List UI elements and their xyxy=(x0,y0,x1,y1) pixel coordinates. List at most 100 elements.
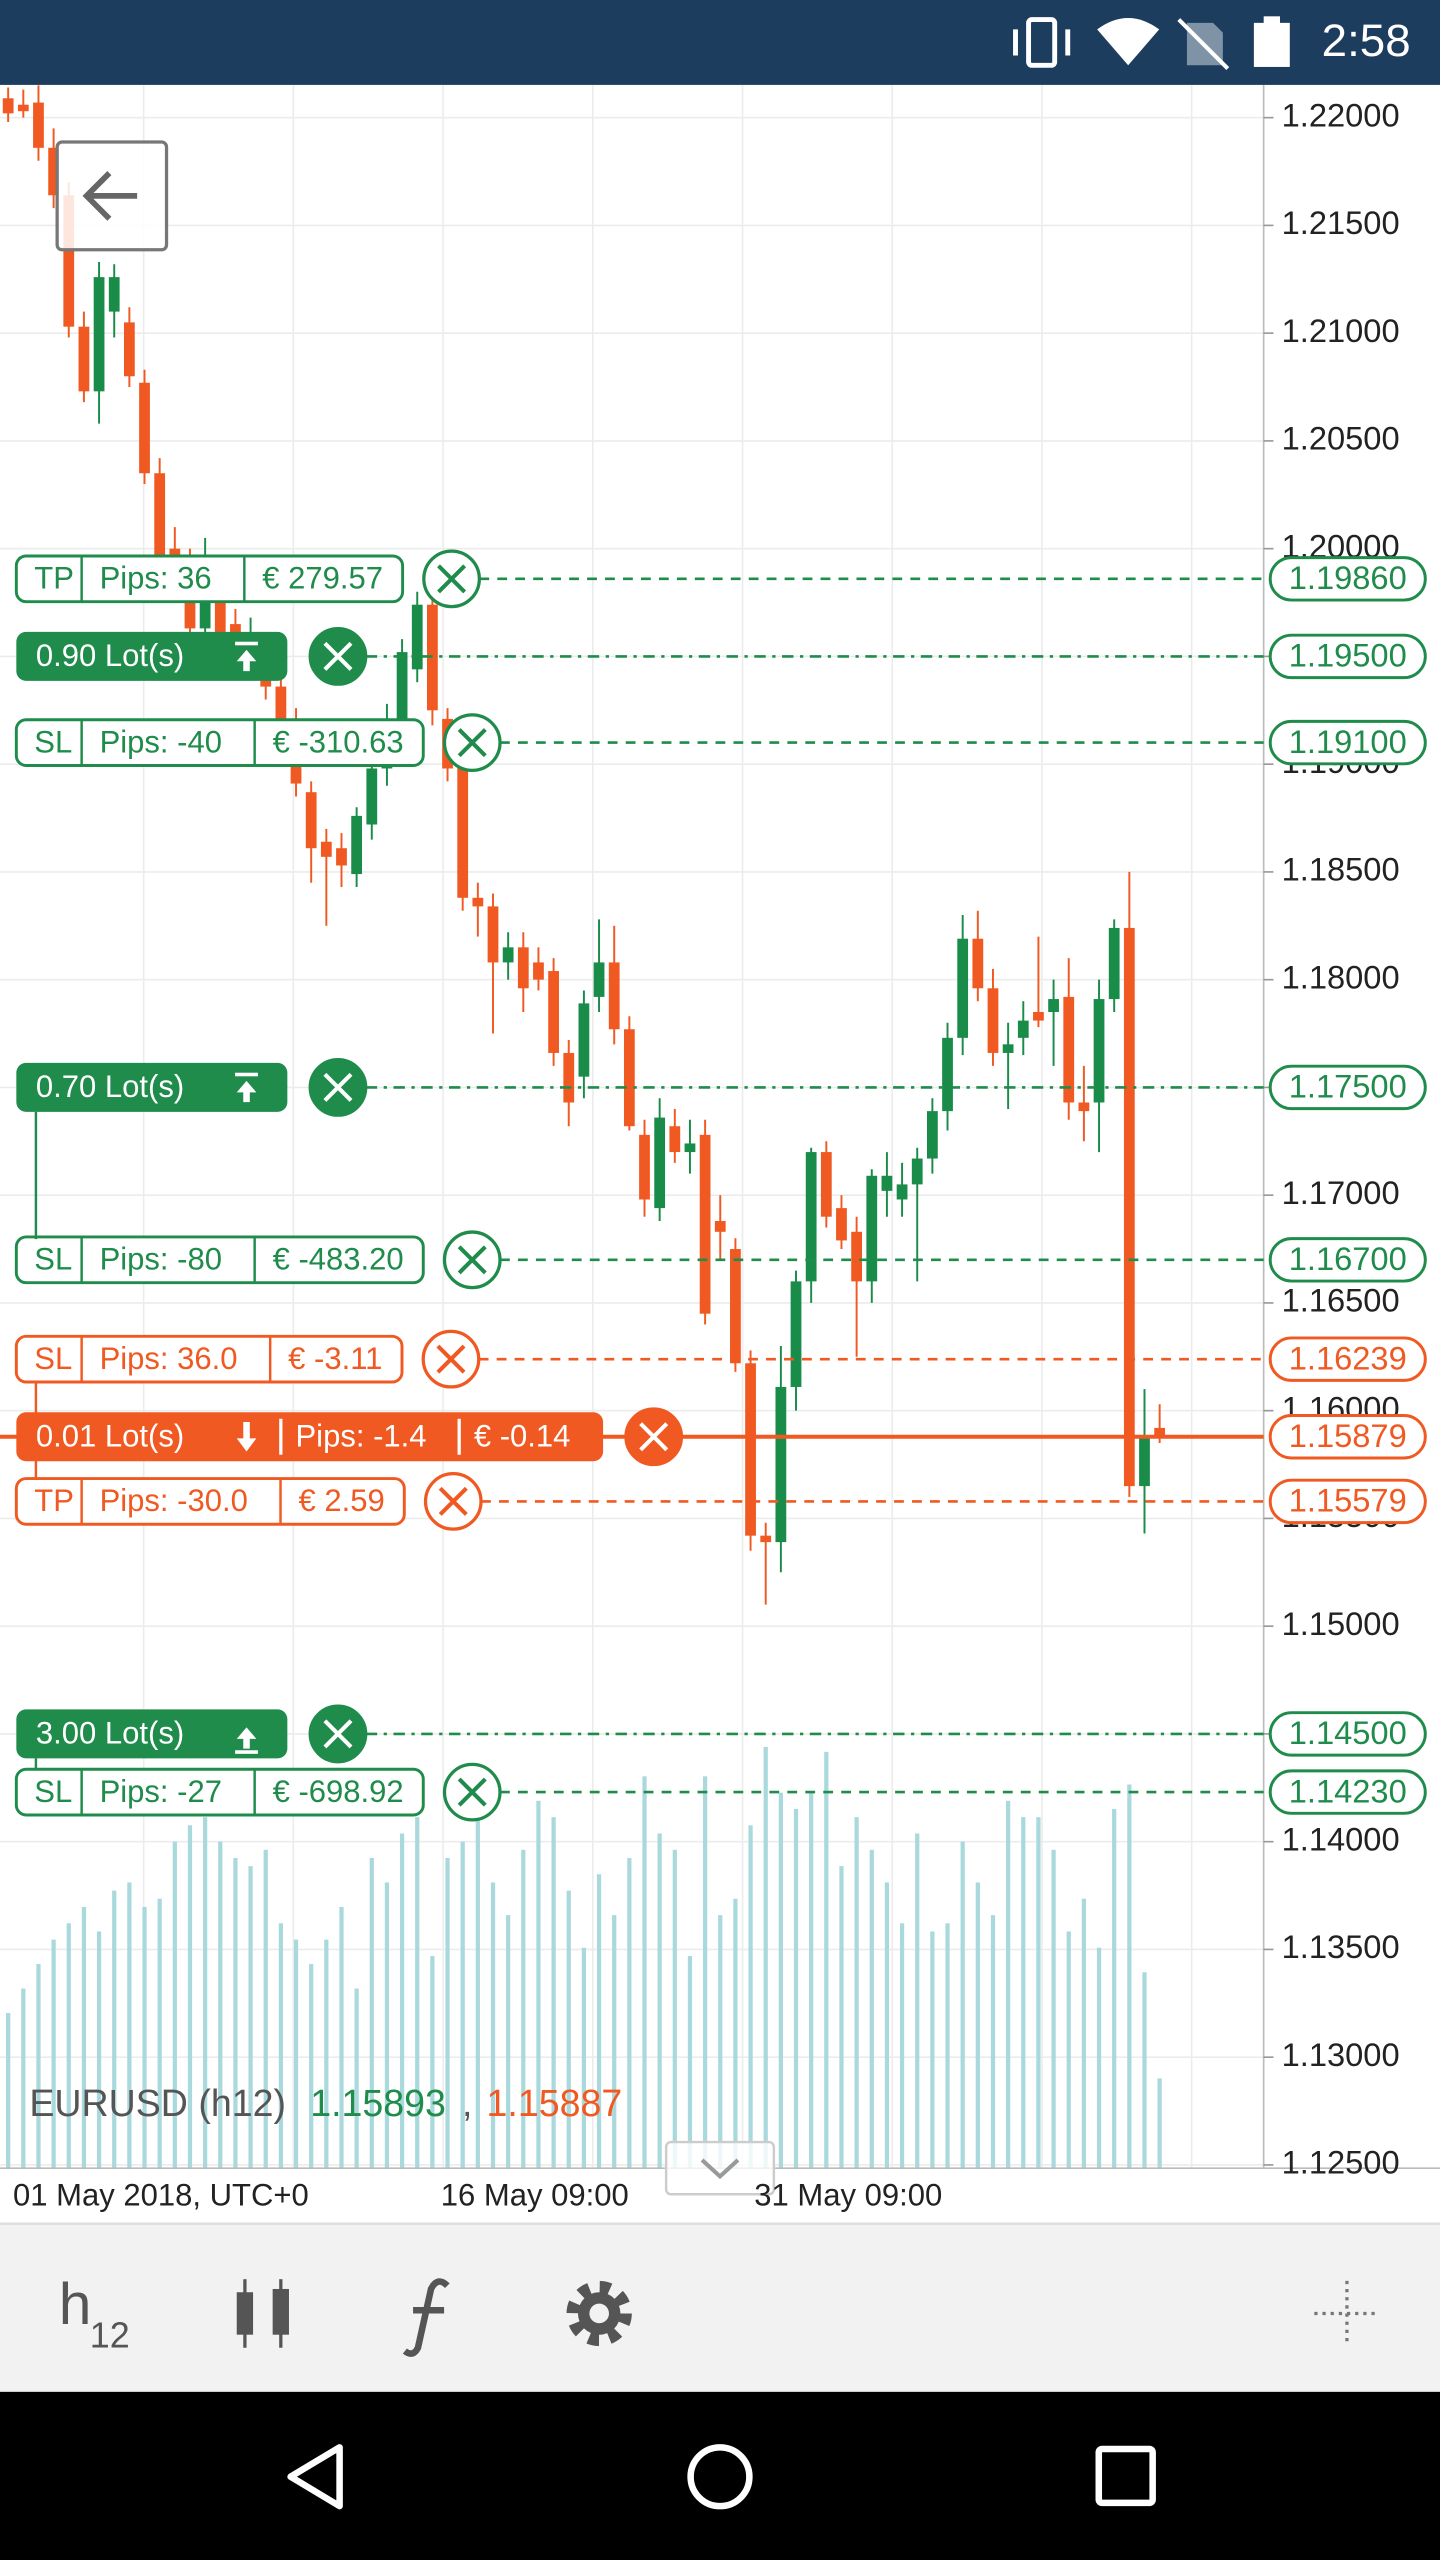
direction-icon xyxy=(236,1422,257,1452)
order-label xyxy=(16,1062,288,1112)
order-pnl: € 279.57 xyxy=(262,561,383,596)
direction-icon xyxy=(235,1072,258,1077)
clock: 2:58 xyxy=(1322,15,1411,66)
timeframe-label[interactable]: h xyxy=(59,2272,92,2337)
volume-bar xyxy=(112,1890,117,2169)
volume-bar xyxy=(899,1923,905,2169)
indicators-button[interactable] xyxy=(402,2278,450,2357)
candle-body xyxy=(396,652,408,719)
price-separator: , xyxy=(462,2082,472,2124)
plot-area xyxy=(0,84,1264,2169)
volume-bar xyxy=(718,1915,723,2169)
order-pnl: € -0.14 xyxy=(474,1419,571,1454)
volume-bar xyxy=(187,1825,193,2169)
volume-bar xyxy=(430,1955,435,2169)
volume-bar xyxy=(990,1915,996,2169)
volume-bar xyxy=(203,1817,208,2169)
volume-bar xyxy=(612,1915,617,2169)
crosshair-button[interactable] xyxy=(1314,2280,1380,2347)
order-pips: Pips: -27 xyxy=(100,1774,222,1809)
order-sl: SL Pips: -40 € -310.63 1.19100 xyxy=(14,713,1427,773)
volume-bar xyxy=(218,1841,223,2169)
volume-bar xyxy=(157,1898,162,2169)
volume-bar xyxy=(172,1841,177,2169)
candle-body xyxy=(593,962,605,997)
volume-bar xyxy=(960,1841,965,2169)
price-tag-label: 1.16239 xyxy=(1289,1339,1407,1376)
timeframe-sub[interactable]: 12 xyxy=(90,2314,130,2355)
nav-back[interactable] xyxy=(287,2444,343,2510)
candle-body xyxy=(881,1175,893,1191)
nav-recents[interactable] xyxy=(1095,2445,1156,2507)
order-tp: TP Pips: 36 € 279.57 1.19860 xyxy=(14,549,1427,609)
candle-body xyxy=(548,971,559,1053)
volume-bar xyxy=(309,1964,314,2169)
candle-body xyxy=(1078,1102,1090,1112)
price-tag xyxy=(1268,1769,1427,1815)
lot-size: 0.90 Lot(s) xyxy=(36,638,184,673)
candle-body xyxy=(790,1281,802,1387)
price-tag-label: 1.17500 xyxy=(1289,1068,1407,1105)
nav-home[interactable] xyxy=(687,2444,753,2510)
volume-bar xyxy=(127,1882,132,2169)
timeframe-button[interactable]: h 12 xyxy=(59,2272,130,2355)
candle-body xyxy=(17,104,29,112)
volume-bar xyxy=(339,1906,344,2169)
sim-icon xyxy=(1177,18,1230,71)
battery-icon xyxy=(1263,16,1280,25)
candle-body xyxy=(1154,1427,1166,1437)
y-tick-label: 1.15000 xyxy=(1282,1605,1400,1642)
order-pips: Pips: 36.0 xyxy=(100,1341,238,1376)
orders: TP Pips: 36 € 279.57 1.19860 0.90 Lot(s) 1.19… xyxy=(0,549,1427,1822)
volume-bar xyxy=(81,1906,87,2169)
order-tag: SL xyxy=(34,1774,72,1809)
candle-body xyxy=(123,322,135,377)
y-tick-label: 1.13000 xyxy=(1282,2036,1400,2073)
volume-bar xyxy=(248,1866,253,2169)
candle-body xyxy=(775,1386,787,1543)
direction-icon xyxy=(235,641,258,646)
volume-bar xyxy=(975,1882,980,2169)
status-icons xyxy=(1013,16,1290,71)
candle-body xyxy=(563,1052,575,1103)
back-button[interactable] xyxy=(55,140,169,252)
direction-icon xyxy=(235,1750,258,1754)
candle-body xyxy=(745,1363,756,1536)
candle-body xyxy=(1017,1020,1029,1038)
volume-bar xyxy=(66,1923,71,2169)
volume-bar xyxy=(51,1939,56,2169)
settings-button[interactable] xyxy=(566,2280,632,2347)
volume-bar xyxy=(581,1947,587,2169)
volume-bar xyxy=(369,1857,374,2169)
price-tag xyxy=(1268,556,1427,602)
volume-bar xyxy=(824,1751,829,2169)
collapse-button[interactable] xyxy=(664,2140,776,2196)
volume-bar xyxy=(627,1857,632,2169)
volume-bar xyxy=(475,1808,480,2169)
volume-bar xyxy=(1051,1849,1056,2169)
candle-body xyxy=(760,1535,772,1543)
y-tick-label: 1.21000 xyxy=(1282,312,1400,349)
order-pips: Pips: -80 xyxy=(100,1242,222,1277)
volume-bar xyxy=(324,1939,329,2169)
volume-bar xyxy=(263,1849,268,2169)
close-icon xyxy=(436,1344,466,1374)
candle-body xyxy=(533,962,544,980)
candle-body xyxy=(684,1143,696,1153)
chart-type-button[interactable] xyxy=(236,2279,289,2348)
bid-price: 1.15893 xyxy=(310,2082,446,2124)
order-label xyxy=(14,718,425,767)
price-tag-label: 1.14230 xyxy=(1289,1772,1407,1809)
candle-body xyxy=(108,277,120,312)
candle-body xyxy=(1033,1011,1044,1021)
nav-bar xyxy=(0,2391,1440,2560)
order-label xyxy=(14,554,405,604)
candle-body xyxy=(214,602,226,638)
collapse-frame[interactable] xyxy=(664,2140,776,2196)
volume-bar xyxy=(945,1923,950,2169)
volume-bar xyxy=(839,1866,844,2169)
order-position: 3.00 Lot(s) 1.14500 xyxy=(16,1704,1427,1764)
price-tag xyxy=(1268,1414,1427,1460)
